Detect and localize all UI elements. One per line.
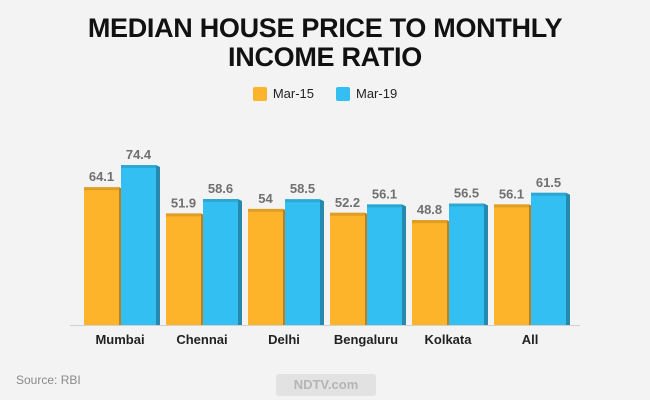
chart-legend: Mar-15 Mar-19 xyxy=(0,86,650,101)
chart-title-line-1: MEDIAN HOUSE PRICE TO MONTHLY xyxy=(87,13,563,43)
bar-delhi-mar-15 xyxy=(248,208,283,325)
data-label-chennai-mar-15: 51.9 xyxy=(171,195,196,210)
data-label-delhi-mar-15: 54 xyxy=(258,191,273,206)
bar-mumbai-mar-19 xyxy=(121,165,156,325)
bar-top-all-mar-19 xyxy=(531,192,566,196)
bar-delhi-mar-19 xyxy=(285,199,320,325)
bar-kolkata-mar-15 xyxy=(412,220,447,325)
data-label-delhi-mar-19: 58.5 xyxy=(290,181,315,196)
legend-label-mar-19: Mar-19 xyxy=(356,86,398,101)
data-label-kolkata-mar-15: 48.8 xyxy=(417,202,442,217)
bar-all-mar-19 xyxy=(531,192,566,325)
category-label-bengaluru: Bengaluru xyxy=(334,332,398,347)
legend-swatch-mar-15 xyxy=(252,86,267,101)
bar-top-bengaluru-mar-19 xyxy=(367,204,402,208)
data-label-all-mar-19: 61.5 xyxy=(536,175,561,190)
legend-label-mar-15: Mar-15 xyxy=(272,86,314,101)
data-label-kolkata-mar-19: 56.5 xyxy=(454,186,479,201)
legend-item-mar-19: Mar-19 xyxy=(336,86,397,101)
bar-top-kolkata-mar-19 xyxy=(449,203,484,207)
bar-side-kolkata-mar-19 xyxy=(484,203,488,325)
bar-chennai-mar-15 xyxy=(166,213,201,325)
bar-all-mar-15 xyxy=(494,204,529,325)
data-label-chennai-mar-19: 58.6 xyxy=(208,181,233,196)
data-label-bengaluru-mar-15: 52.2 xyxy=(335,195,360,210)
data-label-all-mar-15: 56.1 xyxy=(499,186,524,201)
bar-top-chennai-mar-15 xyxy=(166,213,201,217)
bar-top-mumbai-mar-15 xyxy=(84,187,119,191)
category-label-all: All xyxy=(522,332,539,347)
bar-top-all-mar-15 xyxy=(494,204,529,208)
chart-title-line-2: INCOME RATIO xyxy=(228,42,422,72)
bar-top-mumbai-mar-19 xyxy=(121,165,156,169)
bar-bengaluru-mar-19 xyxy=(367,204,402,325)
bar-side-all-mar-19 xyxy=(566,192,570,325)
bar-side-delhi-mar-19 xyxy=(320,199,324,325)
data-label-bengaluru-mar-19: 56.1 xyxy=(372,186,397,201)
bar-side-chennai-mar-19 xyxy=(238,199,242,325)
bar-top-chennai-mar-19 xyxy=(203,199,238,203)
legend-item-mar-15: Mar-15 xyxy=(252,86,314,101)
legend-swatch-mar-19 xyxy=(336,86,350,101)
brand-logo: NDTV.com xyxy=(276,374,376,396)
data-label-mumbai-mar-19: 74.4 xyxy=(126,147,152,162)
bar-top-kolkata-mar-15 xyxy=(412,220,447,224)
category-label-kolkata: Kolkata xyxy=(425,332,473,347)
category-label-chennai: Chennai xyxy=(176,332,227,347)
bar-mumbai-mar-15 xyxy=(84,187,119,325)
category-label-mumbai: Mumbai xyxy=(95,332,144,347)
bar-chennai-mar-19 xyxy=(203,199,238,325)
bar-bengaluru-mar-15 xyxy=(330,212,365,325)
bar-top-delhi-mar-19 xyxy=(285,199,320,203)
data-label-mumbai-mar-15: 64.1 xyxy=(89,169,114,184)
bar-top-delhi-mar-15 xyxy=(248,208,283,212)
source-note: Source: RBI xyxy=(16,373,81,387)
chart-title: MEDIAN HOUSE PRICE TO MONTHLY INCOME RAT… xyxy=(0,14,650,72)
bar-kolkata-mar-19 xyxy=(449,203,484,325)
bar-top-bengaluru-mar-15 xyxy=(330,212,365,216)
category-label-delhi: Delhi xyxy=(268,332,300,347)
bar-side-bengaluru-mar-19 xyxy=(402,204,406,325)
bar-side-mumbai-mar-19 xyxy=(156,165,160,325)
